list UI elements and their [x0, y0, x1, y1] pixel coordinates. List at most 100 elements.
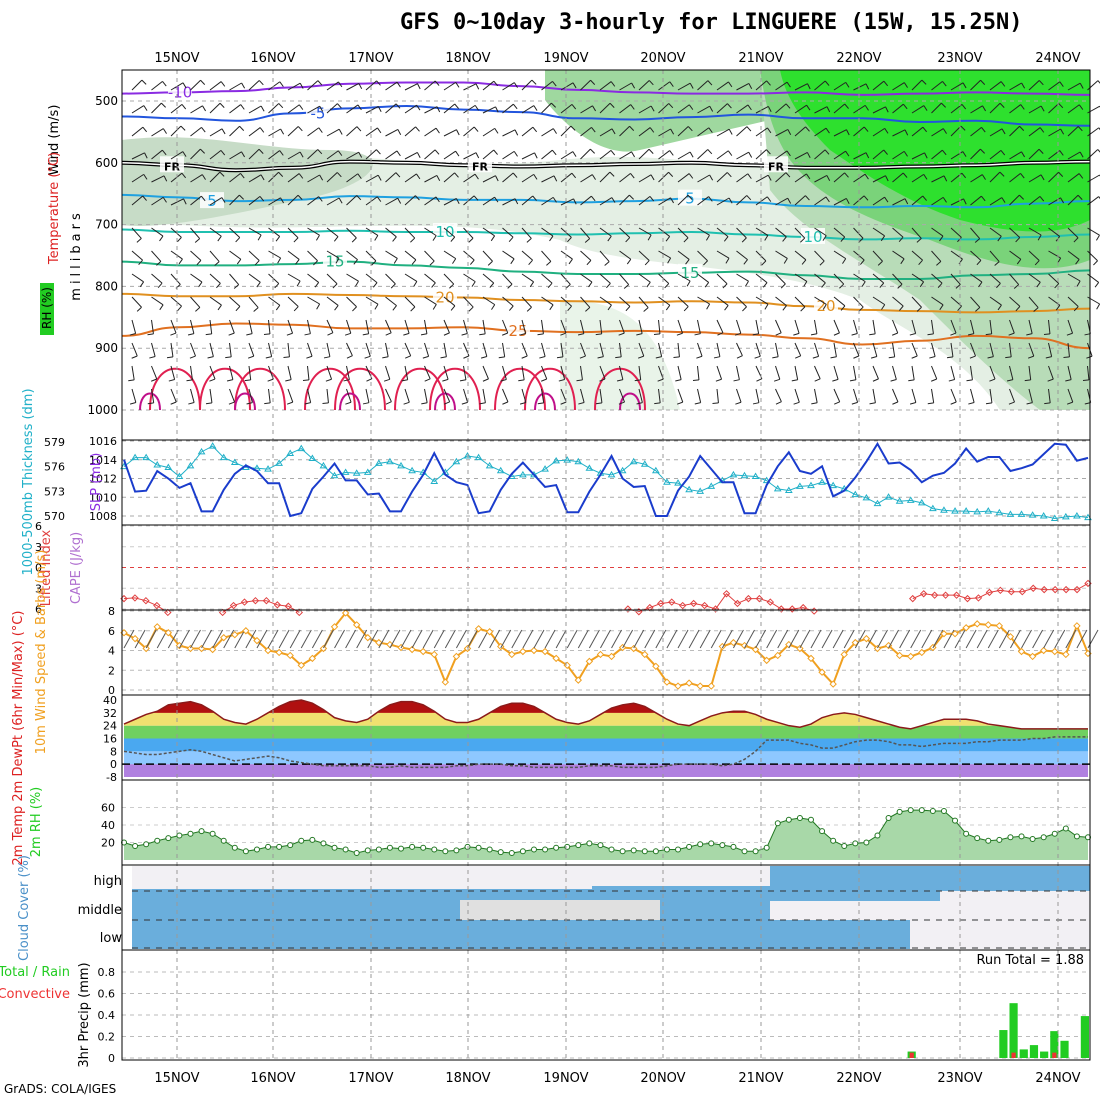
wind-barb — [463, 250, 475, 261]
lifted-point — [657, 599, 665, 608]
wind-barb — [521, 319, 527, 334]
wind-barb — [775, 81, 788, 91]
wind-barb-flag — [333, 236, 339, 242]
wind-barb-flag — [306, 355, 313, 359]
wind-barb — [970, 174, 983, 183]
rh-point — [608, 846, 615, 853]
lifted-point — [131, 594, 139, 602]
wind-barb-flag — [1066, 401, 1073, 405]
wind-barb — [892, 273, 903, 285]
wind-barb-flag — [1039, 127, 1045, 133]
lifted-point — [284, 602, 293, 610]
wind-barb — [619, 151, 632, 160]
wind-barb — [404, 104, 417, 114]
wind-barb-flag — [221, 128, 226, 135]
wind-barb-flag — [141, 79, 147, 85]
wind-barb — [482, 175, 496, 183]
surface-barb — [433, 629, 445, 649]
wind-barb-flag — [217, 304, 222, 311]
wind-barb-flag — [961, 104, 967, 110]
wind-barb-flag — [278, 103, 284, 109]
isotherm-label: 5 — [207, 192, 217, 210]
wind-barb — [580, 342, 586, 357]
wind-barb-flag — [283, 356, 290, 359]
wind-barb-flag — [630, 104, 635, 110]
wind-barb-flag — [1077, 194, 1083, 200]
wind-barb-flag — [761, 260, 767, 266]
wind-barb-flag — [354, 280, 359, 287]
wind-barb — [697, 105, 710, 114]
wind-barb-flag — [366, 378, 373, 382]
wind-barb-flag — [474, 173, 479, 180]
wind-barb — [677, 82, 691, 91]
isotherm-label: 15 — [325, 253, 344, 271]
wind-barb-flag — [424, 378, 431, 382]
wind-barb-flag — [1082, 379, 1090, 382]
wind-barb — [658, 365, 664, 380]
wind-barb — [911, 342, 918, 357]
wind-barb-flag — [655, 356, 662, 359]
wind-barb-flag — [844, 103, 849, 109]
surface-barb — [411, 629, 423, 649]
wind-barb-flag — [1059, 81, 1064, 87]
wind-barb-flag — [244, 379, 251, 382]
thickness-point — [862, 493, 871, 501]
wind-barb-flag — [908, 379, 915, 382]
wind-barb — [892, 198, 906, 206]
thickness-point — [640, 460, 649, 467]
legend-total-rain: Total / Rain — [0, 965, 70, 980]
wind-barb-flag — [616, 379, 624, 382]
wind-barb-flag — [319, 105, 324, 112]
wind-barb-flag — [136, 306, 142, 312]
surface-barb — [644, 629, 656, 649]
convective-bar — [909, 1052, 914, 1058]
wind-barb-flag — [999, 171, 1005, 177]
thickness-point — [496, 466, 505, 474]
wind-barb — [599, 81, 612, 91]
wind-barb — [970, 227, 981, 239]
wind-barb — [638, 127, 651, 137]
wind-barb-flag — [634, 379, 641, 382]
wind-barb — [619, 250, 632, 260]
wind-barb — [872, 273, 885, 284]
wind-barb-flag — [692, 379, 700, 382]
wind-barb-flag — [540, 378, 547, 382]
wind-speed-point — [474, 625, 483, 633]
wind-barb — [463, 83, 477, 91]
wind-barb — [775, 197, 788, 206]
pressure-tick-label: 700 — [95, 218, 118, 232]
wind-barb — [970, 105, 983, 114]
wind-barb-flag — [764, 303, 769, 310]
wind-barb-flag — [532, 126, 538, 133]
wind-barb-flag — [286, 401, 293, 405]
lifted-point — [941, 591, 950, 599]
wind-barb — [658, 128, 671, 137]
wind-speed-point — [585, 657, 594, 666]
wind-speed-point — [940, 630, 948, 638]
wind-barb-flag — [1020, 104, 1025, 110]
wind-barb-flag — [629, 194, 634, 200]
hot-loop — [139, 392, 161, 411]
wind-barb-flag — [502, 401, 509, 405]
wind-barb-flag — [898, 305, 904, 311]
wind-barb — [560, 125, 572, 137]
wind-barb — [950, 319, 957, 334]
wind-barb-flag — [936, 261, 942, 266]
wind-barb-flag — [233, 284, 240, 289]
wind-barb-flag — [214, 261, 220, 266]
wind-speed-point — [220, 633, 228, 642]
wind-barb — [950, 342, 954, 357]
wind-barb — [1067, 151, 1081, 160]
wind-barb-flag — [1058, 171, 1064, 177]
rh-point — [730, 843, 737, 850]
wind-barb — [326, 342, 331, 357]
lifted-point — [1040, 585, 1048, 594]
wind-barb — [443, 365, 449, 380]
wind-speed-point — [962, 624, 970, 632]
wind-barb-flag — [228, 332, 235, 336]
wind-barb — [736, 126, 748, 137]
wind-speed-point — [364, 633, 372, 642]
wind-barb-flag — [572, 151, 577, 157]
wind-barb-flag — [1060, 128, 1065, 135]
wind-barb-flag — [723, 236, 729, 242]
